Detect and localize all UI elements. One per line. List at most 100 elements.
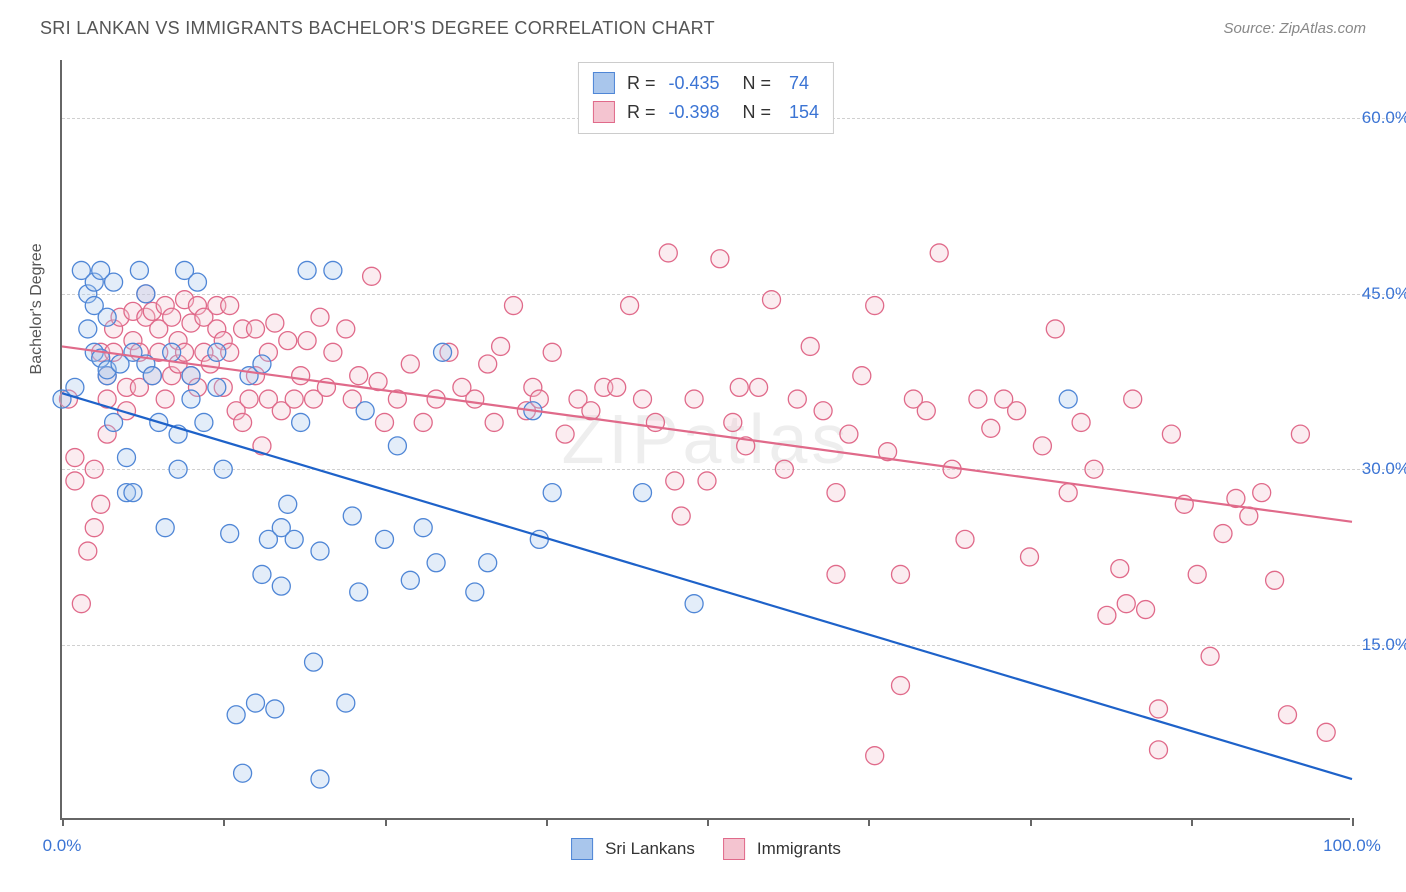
data-point — [685, 390, 703, 408]
data-point — [163, 308, 181, 326]
data-point — [324, 261, 342, 279]
data-point — [866, 297, 884, 315]
data-point — [105, 273, 123, 291]
data-point — [279, 332, 297, 350]
data-point — [208, 343, 226, 361]
data-point — [1059, 484, 1077, 502]
xtick-label: 0.0% — [43, 836, 82, 856]
ytick-label: 45.0% — [1362, 284, 1406, 304]
legend-swatch — [593, 72, 615, 94]
data-point — [350, 583, 368, 601]
data-point — [143, 367, 161, 385]
stats-row: R = -0.398 N = 154 — [593, 98, 819, 127]
data-point — [1279, 706, 1297, 724]
stats-row: R = -0.435 N = 74 — [593, 69, 819, 98]
data-point — [1201, 647, 1219, 665]
data-point — [1137, 601, 1155, 619]
data-point — [485, 413, 503, 431]
data-point — [163, 343, 181, 361]
data-point — [1266, 571, 1284, 589]
data-point — [266, 700, 284, 718]
data-point — [711, 250, 729, 268]
data-point — [85, 519, 103, 537]
stat-r-label: R = — [627, 69, 661, 98]
scatter-chart — [62, 60, 1350, 818]
data-point — [724, 413, 742, 431]
data-point — [337, 320, 355, 338]
data-point — [79, 320, 97, 338]
data-point — [376, 413, 394, 431]
data-point — [85, 460, 103, 478]
data-point — [227, 706, 245, 724]
data-point — [66, 449, 84, 467]
data-point — [840, 425, 858, 443]
stat-n-value: 154 — [784, 98, 819, 127]
series-legend: Sri LankansImmigrants — [571, 838, 841, 860]
data-point — [853, 367, 871, 385]
data-point — [866, 747, 884, 765]
data-point — [356, 402, 374, 420]
data-point — [156, 390, 174, 408]
data-point — [414, 519, 432, 537]
data-point — [247, 320, 265, 338]
data-point — [543, 343, 561, 361]
data-point — [105, 413, 123, 431]
data-point — [434, 343, 452, 361]
data-point — [827, 565, 845, 583]
data-point — [750, 378, 768, 396]
stat-r-value: -0.435 — [668, 69, 719, 98]
xtick — [1030, 818, 1032, 826]
data-point — [66, 378, 84, 396]
xtick — [385, 818, 387, 826]
data-point — [253, 565, 271, 583]
data-point — [1059, 390, 1077, 408]
xtick — [62, 818, 64, 826]
data-point — [156, 519, 174, 537]
data-point — [672, 507, 690, 525]
data-point — [969, 390, 987, 408]
stat-n-label: N = — [728, 69, 777, 98]
data-point — [272, 577, 290, 595]
data-point — [298, 332, 316, 350]
data-point — [634, 390, 652, 408]
data-point — [634, 484, 652, 502]
data-point — [253, 355, 271, 373]
stat-n-label: N = — [728, 98, 777, 127]
ytick-label: 30.0% — [1362, 459, 1406, 479]
data-point — [182, 390, 200, 408]
data-point — [66, 472, 84, 490]
data-point — [292, 367, 310, 385]
data-point — [1124, 390, 1142, 408]
data-point — [466, 583, 484, 601]
data-point — [505, 297, 523, 315]
data-point — [414, 413, 432, 431]
data-point — [1150, 700, 1168, 718]
data-point — [221, 525, 239, 543]
data-point — [801, 337, 819, 355]
data-point — [311, 542, 329, 560]
data-point — [72, 595, 90, 613]
data-point — [982, 419, 1000, 437]
data-point — [930, 244, 948, 262]
data-point — [130, 261, 148, 279]
data-point — [401, 571, 419, 589]
data-point — [827, 484, 845, 502]
data-point — [556, 425, 574, 443]
data-point — [214, 460, 232, 478]
stat-n-value: 74 — [784, 69, 809, 98]
data-point — [775, 460, 793, 478]
data-point — [814, 402, 832, 420]
data-point — [350, 367, 368, 385]
data-point — [388, 437, 406, 455]
data-point — [1188, 565, 1206, 583]
data-point — [118, 449, 136, 467]
data-point — [266, 314, 284, 332]
data-point — [1008, 402, 1026, 420]
data-point — [1291, 425, 1309, 443]
data-point — [137, 285, 155, 303]
legend-swatch — [723, 838, 745, 860]
data-point — [466, 390, 484, 408]
data-point — [1072, 413, 1090, 431]
data-point — [343, 507, 361, 525]
data-point — [479, 355, 497, 373]
